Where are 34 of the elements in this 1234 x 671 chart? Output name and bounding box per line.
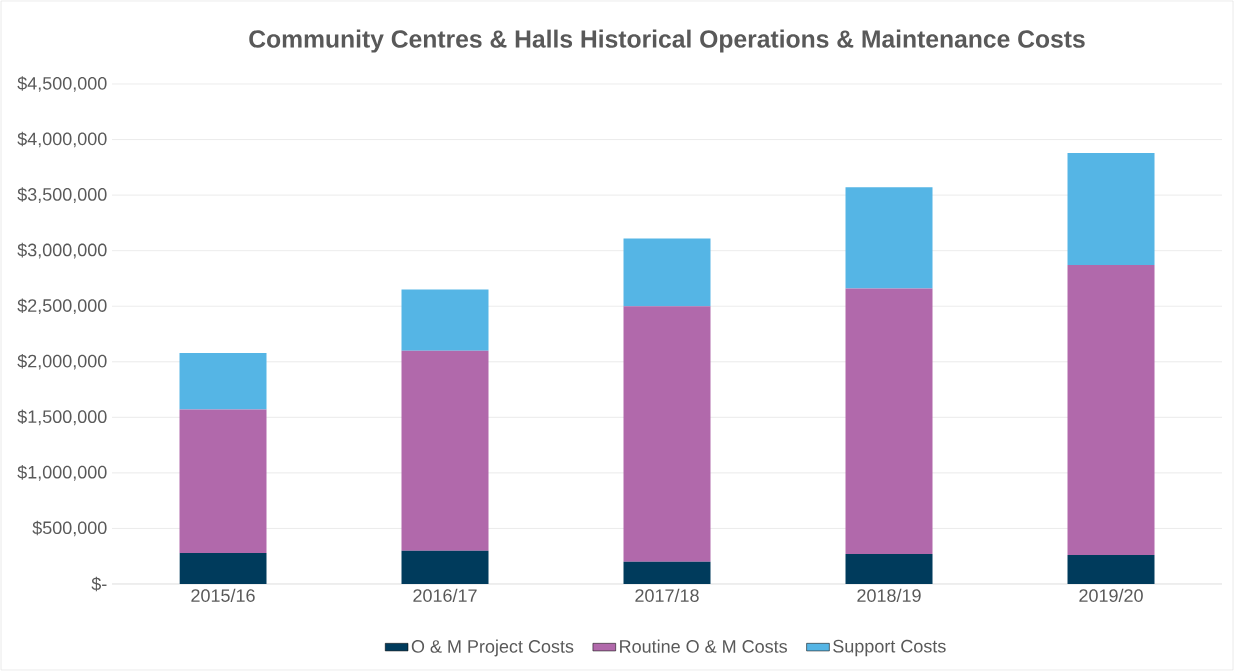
x-tick-label: 2017/18 (635, 588, 699, 602)
y-tick-label: $- (91, 576, 107, 592)
legend-label: Support Costs (833, 639, 946, 657)
bar (845, 554, 933, 584)
y-tick-label: $500,000 (32, 520, 107, 537)
bar (1067, 555, 1155, 584)
bar (179, 352, 267, 410)
bar (179, 552, 267, 584)
y-tick-label: $3,000,000 (17, 242, 107, 259)
legend-label: O & M Project Costs (411, 639, 574, 657)
bar (845, 288, 933, 554)
bar (401, 550, 489, 584)
bar (1067, 265, 1155, 556)
bar (845, 187, 933, 289)
chart-title: Community Centres & Halls Historical Operations & Maintenance Costs (249, 29, 1085, 53)
bar (179, 409, 267, 553)
y-tick-label: $2,000,000 (17, 353, 107, 370)
y-tick-label: $4,000,000 (17, 131, 107, 148)
bar (623, 238, 711, 307)
y-tick-label: $3,500,000 (17, 187, 107, 203)
y-tick-label: $1,500,000 (17, 409, 107, 426)
bar (401, 289, 489, 351)
y-tick-label: $4,500,000 (17, 76, 107, 92)
x-tick-label: 2018/19 (857, 588, 921, 602)
legend-label: Routine O & M Costs (620, 639, 787, 653)
bar (1067, 152, 1155, 266)
x-tick-label: 2015/16 (191, 588, 255, 602)
y-tick-label: $2,500,000 (17, 298, 107, 315)
bar (623, 561, 711, 584)
x-tick-label: 2019/20 (1079, 588, 1143, 602)
bar (401, 350, 489, 551)
x-tick-label: 2016/17 (413, 588, 477, 602)
bar (623, 306, 711, 562)
y-tick-label: $1,000,000 (17, 465, 107, 481)
